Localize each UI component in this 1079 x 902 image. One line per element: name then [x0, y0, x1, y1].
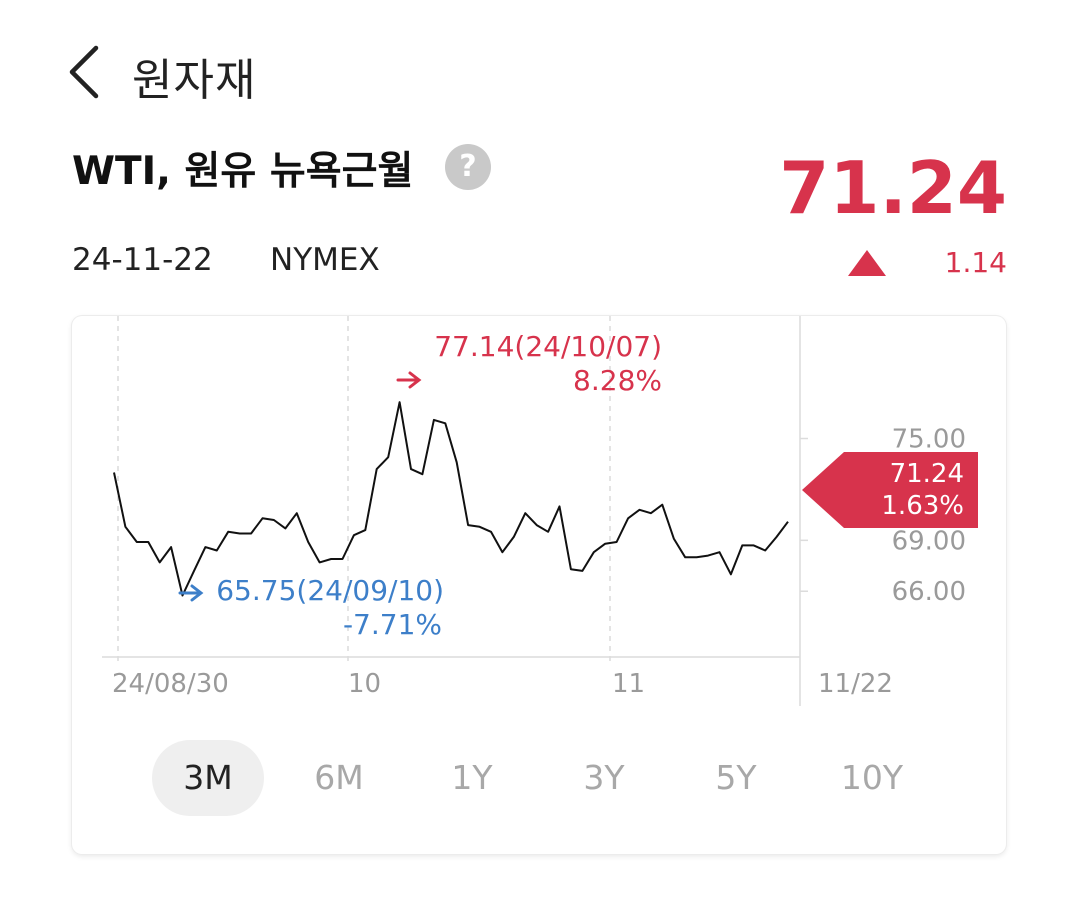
- arrow-right-icon: [178, 584, 204, 602]
- range-tab-6m[interactable]: 6M: [314, 758, 364, 797]
- page-title: 원자재: [132, 55, 257, 106]
- last-price-value: 71.24: [890, 459, 964, 489]
- back-button[interactable]: [62, 42, 112, 102]
- range-tab-10y[interactable]: 10Y: [840, 758, 904, 797]
- min-annotation-label: 65.75(24/09/10): [216, 574, 444, 607]
- range-tab-3y[interactable]: 3Y: [583, 758, 625, 797]
- range-tab-1y[interactable]: 1Y: [451, 758, 493, 797]
- price-series-line: [113, 401, 789, 597]
- min-annotation-pct: -7.71%: [343, 608, 442, 641]
- quote-date: 24-11-22: [72, 242, 213, 278]
- range-tab-3m[interactable]: 3M: [152, 740, 264, 816]
- current-price: 71.24: [779, 146, 1007, 230]
- x-tick-label: 11: [612, 669, 645, 699]
- max-annotation-pct: 8.28%: [573, 364, 662, 397]
- arrow-right-icon: [396, 371, 422, 389]
- price-change: 1.14: [944, 246, 1007, 279]
- top-bar: 원자재: [0, 0, 1079, 140]
- x-tick-label: 11/22: [818, 669, 893, 699]
- range-tab-5y[interactable]: 5Y: [715, 758, 757, 797]
- x-tick-label: 10: [348, 669, 381, 699]
- y-tick-label: 75.00: [892, 425, 966, 455]
- y-tick-label: 66.00: [892, 577, 966, 607]
- last-price-pct: 1.63%: [881, 491, 964, 521]
- x-tick-label: 24/08/30: [112, 669, 229, 699]
- price-chart[interactable]: 24/08/30 10 11 11/22 75.00 69.00 66.00 77.14(2…: [72, 316, 1006, 716]
- chevron-left-icon: [69, 45, 99, 99]
- help-icon[interactable]: ?: [445, 144, 491, 190]
- chart-card: 24/08/30 10 11 11/22 75.00 69.00 66.00 77.14(2…: [72, 316, 1006, 854]
- exchange-name: NYMEX: [270, 242, 380, 278]
- triangle-up-icon: [848, 250, 886, 276]
- last-price-flag: [802, 452, 978, 528]
- asset-name: WTI, 원유 뉴욕근월: [72, 149, 414, 194]
- y-tick-label: 69.00: [892, 526, 966, 556]
- max-annotation-label: 77.14(24/10/07): [434, 330, 662, 363]
